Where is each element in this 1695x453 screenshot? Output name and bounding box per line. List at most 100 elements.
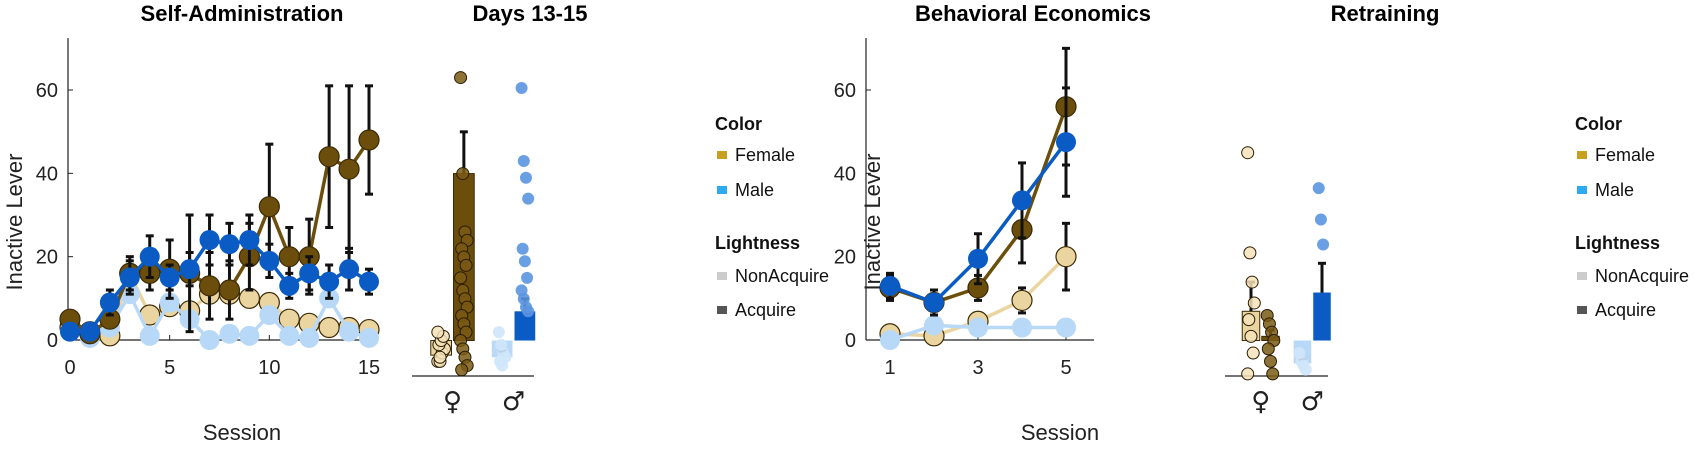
female_acquire-dot	[455, 363, 469, 377]
y-tick-label: 20	[834, 247, 856, 269]
legend-right: Color Female Male Lightness NonAcquire A…	[1575, 114, 1689, 320]
male_nonacquire-point	[339, 321, 360, 342]
female_nonacquire-dot	[1241, 146, 1255, 160]
legend-left: Color Female Male Lightness NonAcquire A…	[715, 114, 829, 320]
self-admin-xlabel: Session	[203, 420, 281, 445]
female_nonacquire-point	[1055, 246, 1077, 268]
legend-female-label: Female	[1595, 145, 1655, 165]
female_nonacquire-point	[1011, 289, 1033, 312]
female_acquire-dot	[456, 167, 470, 181]
male_acquire-point	[924, 292, 944, 313]
female_acquire-point	[318, 146, 340, 168]
male_nonacquire-point	[259, 305, 280, 325]
x-tick-label: 0	[64, 357, 75, 379]
behav-econ-panel: 0 20 40 60 1 3 5	[834, 38, 1094, 379]
legend-male-swatch	[1577, 186, 1587, 194]
legend-acquire-swatch	[717, 306, 727, 314]
male_nonacquire-dot	[492, 326, 505, 339]
female_acquire-point	[338, 158, 360, 180]
y-tick-label: 60	[834, 80, 856, 102]
female_acquire-point	[358, 129, 380, 151]
female_acquire-dot	[1266, 367, 1280, 381]
female_nonacquire-dot	[1242, 313, 1256, 327]
male_acquire-point	[1012, 190, 1032, 211]
legend-male-label: Male	[1595, 180, 1634, 200]
legend-nonacquire-label: NonAcquire	[1595, 266, 1689, 286]
legend-color-title: Color	[1575, 114, 1622, 134]
male_acquire-point	[259, 250, 280, 271]
x-tick-label: 3	[972, 357, 983, 379]
male_acquire-point	[299, 263, 320, 284]
behav-econ-ylabel: Inactive Lever	[860, 154, 885, 291]
male_acquire-dot	[522, 192, 535, 205]
female_acquire-point	[198, 275, 221, 297]
female_acquire-dot	[454, 71, 468, 85]
male_nonacquire-dot	[496, 359, 509, 372]
female-symbol: ♀	[443, 387, 462, 417]
male-symbol: ♂	[502, 387, 525, 417]
male_acquire-point	[219, 234, 240, 255]
behav-econ-xlabel: Session	[1021, 420, 1099, 445]
male_acquire-point	[279, 275, 300, 296]
y-tick-label: 60	[36, 80, 58, 102]
legend-lightness-title: Lightness	[1575, 233, 1660, 253]
y-tick-label: 40	[834, 163, 856, 185]
female_nonacquire-dot	[431, 325, 445, 339]
male_acquire-point	[339, 259, 360, 280]
male_nonacquire-dot	[1299, 363, 1312, 376]
days-13-15-panel: ♀ ♂	[412, 71, 536, 417]
male_acquire-point	[239, 230, 260, 250]
female_acquire-point	[278, 246, 300, 268]
male_acquire-point	[359, 271, 379, 292]
male_acquire-series-line	[70, 238, 370, 334]
x-tick-label: 5	[164, 357, 175, 379]
female_nonacquire-dot	[1243, 246, 1257, 260]
male_acquire-point	[99, 292, 120, 313]
self-admin-panel: 0 20 40 60 0 5 10 15	[36, 38, 380, 379]
male_acquire-dot	[515, 82, 528, 94]
male_acquire-dot	[1314, 213, 1327, 226]
male_nonacquire-series-line	[69, 290, 370, 342]
female_nonacquire-dot	[1245, 275, 1259, 289]
legend-nonacquire-label: NonAcquire	[735, 266, 829, 286]
legend-female-swatch	[717, 151, 727, 159]
male_acquire-point	[179, 259, 200, 280]
female_nonacquire-dot	[1244, 329, 1258, 343]
female_nonacquire-dot	[1246, 346, 1260, 360]
male_nonacquire-point	[279, 325, 300, 346]
legend-female-swatch	[1577, 151, 1587, 159]
male_acquire-point	[60, 321, 80, 342]
female_acquire-dot	[454, 271, 468, 285]
female_nonacquire-dot	[1247, 296, 1261, 310]
days-title: Days 13-15	[473, 1, 588, 26]
male_nonacquire-point	[924, 315, 944, 336]
legend-female-label: Female	[735, 145, 795, 165]
y-tick-label: 40	[36, 163, 58, 185]
legend-acquire-swatch	[1577, 306, 1587, 314]
x-tick-label: 15	[358, 357, 380, 379]
self-admin-title: Self-Administration	[141, 1, 344, 26]
male_nonacquire-point	[359, 327, 379, 348]
y-tick-label: 0	[845, 330, 856, 352]
legend-nonacquire-swatch	[717, 272, 727, 280]
male_nonacquire-point	[968, 317, 988, 338]
legend-male-label: Male	[735, 180, 774, 200]
male_acquire-dot	[522, 305, 535, 318]
male_acquire-point	[139, 246, 160, 267]
male_nonacquire-point	[239, 325, 260, 346]
male_nonacquire-point	[1056, 317, 1076, 338]
female_acquire-dot	[1264, 354, 1278, 368]
male_acquire-point	[968, 248, 988, 269]
male_acquire-dot	[1312, 182, 1325, 195]
male_nonacquire-point	[880, 330, 900, 350]
y-tick-label: 0	[47, 330, 58, 352]
male_nonacquire-point	[199, 330, 220, 350]
female_acquire-point	[218, 279, 241, 301]
male_nonacquire-point	[1012, 317, 1032, 338]
legend-nonacquire-swatch	[1577, 272, 1587, 280]
male_nonacquire-point	[219, 323, 240, 344]
y-tick-label: 20	[36, 247, 58, 269]
male_nonacquire-point	[139, 325, 160, 346]
female_nonacquire-point	[318, 316, 340, 339]
